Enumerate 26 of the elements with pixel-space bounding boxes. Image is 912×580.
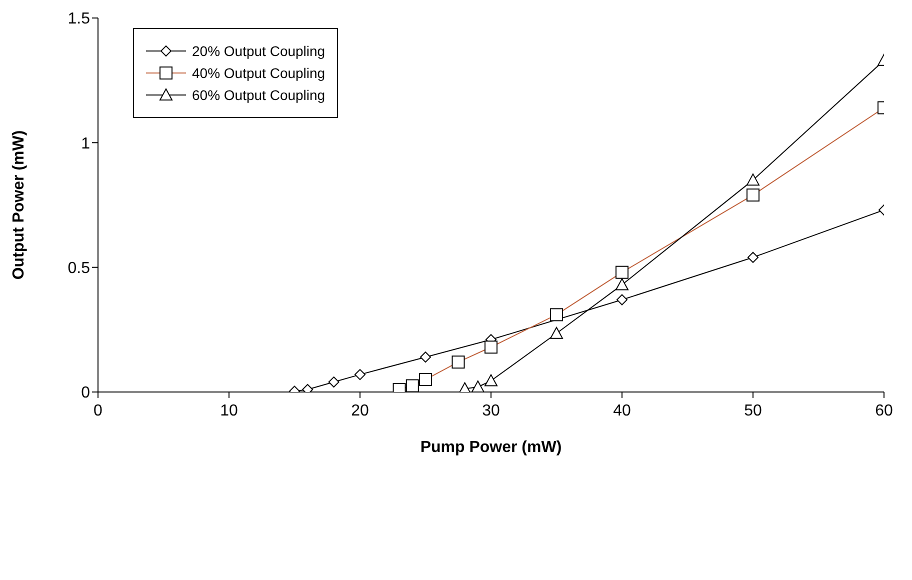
- x-tick-label: 50: [744, 402, 762, 420]
- legend-label: 40% Output Coupling: [192, 65, 326, 81]
- x-axis-title: Pump Power (mW): [420, 439, 562, 456]
- point: [616, 294, 628, 306]
- y-tick-label: 0.5: [68, 260, 90, 278]
- y-tick-label: 1: [81, 135, 90, 152]
- point: [354, 369, 366, 380]
- point: [746, 174, 760, 186]
- x-tick-label: 0: [94, 402, 103, 420]
- x-tick-label: 40: [613, 402, 631, 420]
- y-tick-label: 1.5: [68, 10, 90, 28]
- legend-label: 60% Output Coupling: [192, 87, 326, 103]
- point: [550, 326, 563, 339]
- y-tick-label: 0: [81, 384, 90, 402]
- x-tick-label: 30: [482, 402, 500, 420]
- point: [616, 278, 628, 290]
- x-tick-label: 10: [220, 402, 238, 420]
- y-axis-title: Output Power (mW): [10, 130, 28, 280]
- point: [420, 352, 431, 363]
- point: [328, 376, 340, 388]
- x-tick-label: 20: [351, 402, 369, 420]
- legend-label: 20% Output Coupling: [192, 43, 326, 59]
- point: [484, 374, 498, 386]
- point: [471, 380, 484, 392]
- x-tick-label: 60: [875, 402, 893, 420]
- point: [748, 252, 758, 263]
